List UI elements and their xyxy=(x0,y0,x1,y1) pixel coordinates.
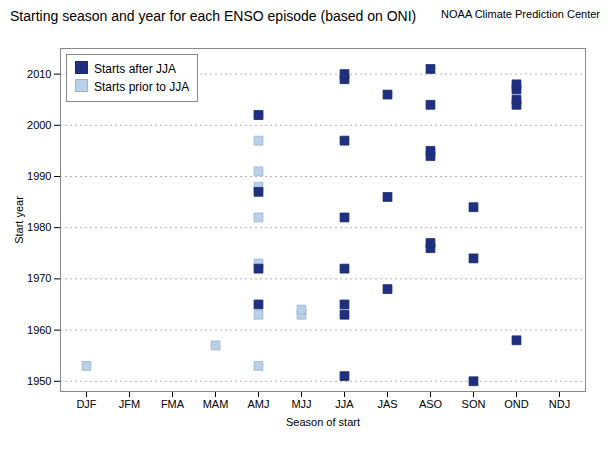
svg-text:NDJ: NDJ xyxy=(549,398,570,410)
svg-text:1960: 1960 xyxy=(27,324,51,336)
svg-text:1970: 1970 xyxy=(27,272,51,284)
svg-text:JAS: JAS xyxy=(377,398,397,410)
svg-text:OND: OND xyxy=(504,398,529,410)
svg-text:1990: 1990 xyxy=(27,170,51,182)
svg-text:Season of start: Season of start xyxy=(286,416,360,428)
svg-text:SON: SON xyxy=(462,398,486,410)
html-text:Starts prior to JJA: Starts prior to JJA xyxy=(94,80,190,94)
svg-text:1950: 1950 xyxy=(27,375,51,387)
svg-text:MJJ: MJJ xyxy=(291,398,311,410)
svg-text:2010: 2010 xyxy=(27,68,51,80)
html-text:Starting season and year for e: Starting season and year for each ENSO e… xyxy=(10,8,417,24)
svg-text:Start year: Start year xyxy=(13,196,25,244)
svg-text:DJF: DJF xyxy=(76,398,96,410)
svg-text:FMA: FMA xyxy=(161,398,185,410)
svg-text:AMJ: AMJ xyxy=(248,398,270,410)
svg-text:2000: 2000 xyxy=(27,119,51,131)
svg-text:JFM: JFM xyxy=(119,398,140,410)
svg-text:ASO: ASO xyxy=(419,398,443,410)
svg-text:JJA: JJA xyxy=(335,398,354,410)
svg-text:MAM: MAM xyxy=(203,398,229,410)
html-text:NOAA Climate Prediction Center: NOAA Climate Prediction Center xyxy=(441,8,600,20)
html-text:Starts after JJA: Starts after JJA xyxy=(94,62,176,76)
svg-text:1980: 1980 xyxy=(27,221,51,233)
